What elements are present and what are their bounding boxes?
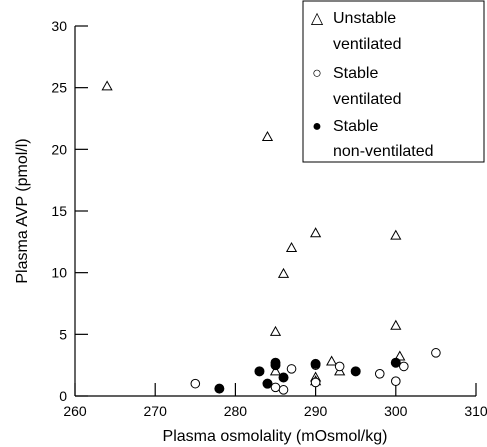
- data-point-filled-circle: [262, 378, 273, 389]
- data-point-filled-circle: [390, 357, 401, 368]
- y-tick-label: 0: [59, 388, 67, 404]
- data-point-open-triangle: [277, 267, 290, 278]
- legend-marker-open-triangle: △: [311, 10, 324, 27]
- data-point-open-triangle: [269, 325, 282, 336]
- data-point-open-triangle: [390, 319, 402, 330]
- data-point-open-circle: [286, 364, 297, 374]
- legend-label-line-2: non-ventilated: [333, 143, 434, 160]
- legend-label-line-2: ventilated: [333, 36, 402, 53]
- legend-label-line-1: Unstable: [333, 10, 396, 27]
- data-point-filled-circle: [310, 358, 321, 369]
- y-tick-label: 20: [51, 141, 67, 157]
- data-point-open-triangle: [269, 365, 282, 376]
- data-point-open-circle: [374, 369, 385, 379]
- data-point-filled-circle: [214, 383, 225, 394]
- legend-box: [302, 0, 485, 163]
- data-point-open-circle: [391, 376, 401, 387]
- legend-label-line-1: Stable: [333, 118, 378, 135]
- x-tick-label: 310: [464, 403, 487, 419]
- data-point-open-triangle: [285, 241, 298, 252]
- data-point-filled-circle: [278, 372, 289, 383]
- data-point-filled-circle: [350, 366, 361, 377]
- y-tick-label: 15: [51, 203, 67, 219]
- data-point-open-circle: [310, 377, 321, 388]
- legend-label-line-1: Stable: [333, 65, 378, 82]
- legend-marker-filled-circle: ●: [312, 118, 322, 135]
- y-tick-label: 30: [51, 18, 67, 34]
- data-point-open-triangle: [390, 229, 402, 240]
- legend-entry-stable-non-ventilated: ● Stable non-ventilated: [312, 118, 433, 160]
- data-point-open-triangle: [326, 355, 338, 366]
- y-tick-label: 25: [51, 80, 67, 96]
- x-tick-label: 280: [224, 403, 248, 419]
- data-point-open-circle: [431, 348, 441, 358]
- ticks: 260 270 280 290 300 310 0 5 10 15 20 25 30: [51, 18, 487, 419]
- legend-marker-open-circle: ○: [312, 65, 322, 82]
- legend-entry-stable-ventilated: ○ Stable ventilated: [312, 65, 401, 108]
- legend: △ Unstable ventilated ○ Stable ventilate…: [302, 0, 485, 163]
- y-tick-label: 10: [51, 265, 67, 281]
- data-point-filled-circle: [270, 357, 281, 368]
- data-point-open-circle: [334, 361, 345, 372]
- x-tick-label: 270: [144, 403, 168, 419]
- y-axis-title: Plasma AVP (pmol/l): [14, 138, 31, 283]
- x-axis-title: Plasma osmolality (mOsmol/kg): [163, 428, 388, 445]
- data-point-open-circle: [270, 382, 281, 393]
- data-point-open-circle: [278, 385, 289, 395]
- legend-entry-unstable-ventilated: △ Unstable ventilated: [311, 10, 402, 53]
- data-point-open-circle: [190, 378, 201, 389]
- data-point-open-triangle: [261, 130, 274, 141]
- data-point-filled-circle: [254, 366, 265, 377]
- data-point-open-triangle: [101, 80, 113, 91]
- y-tick-label: 5: [59, 326, 67, 342]
- data-point-open-triangle: [309, 227, 322, 238]
- x-tick-label: 260: [63, 403, 87, 419]
- data-points: [101, 80, 441, 395]
- x-tick-label: 300: [384, 403, 408, 419]
- data-point-open-circle: [399, 361, 409, 372]
- legend-label-line-2: ventilated: [333, 91, 402, 108]
- x-tick-label: 290: [304, 403, 328, 419]
